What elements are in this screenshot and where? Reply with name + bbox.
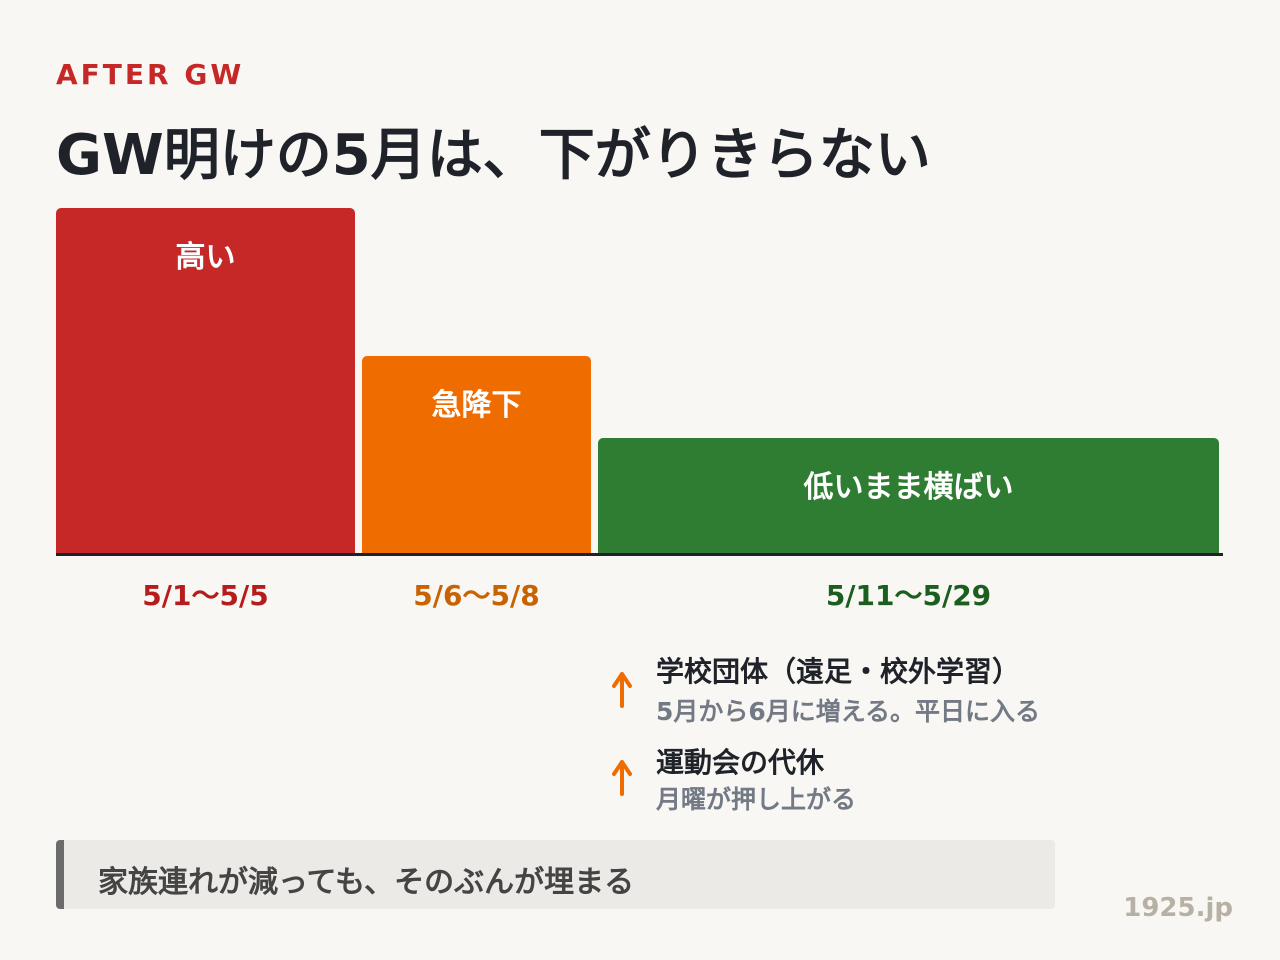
period-dates: 5/6〜5/8 (413, 579, 540, 612)
period-label: 高い (175, 240, 236, 275)
factor-title: 運動会の代休 (656, 746, 825, 779)
period-dates: 5/11〜5/29 (825, 579, 992, 612)
up-arrow (612, 672, 632, 708)
callout-text: 家族連れが減っても、そのぶんが埋まる (98, 865, 635, 900)
factor-note: 5月から6月に増える。平日に入る (656, 697, 1041, 726)
source: 1925.jp (1123, 893, 1233, 923)
period-bar: 急降下 (362, 356, 591, 555)
factor-note: 月曜が押し上がる (656, 785, 857, 814)
title: GW明けの5月は、下がりきらない (56, 123, 931, 188)
eyebrow: AFTER GW (56, 58, 245, 91)
period-bar: 高い (56, 208, 355, 555)
up-arrow (612, 760, 632, 796)
period-label: 急降下 (431, 388, 522, 423)
period-label: 低いまま横ばい (803, 470, 1014, 505)
period-dates: 5/1〜5/5 (142, 579, 269, 612)
factor-title: 学校団体（遠足・校外学習） (656, 655, 1021, 688)
callout: 家族連れが減っても、そのぶんが埋まる (56, 840, 1055, 909)
period-bar: 低いまま横ばい (598, 438, 1219, 555)
baseline (56, 553, 1223, 556)
